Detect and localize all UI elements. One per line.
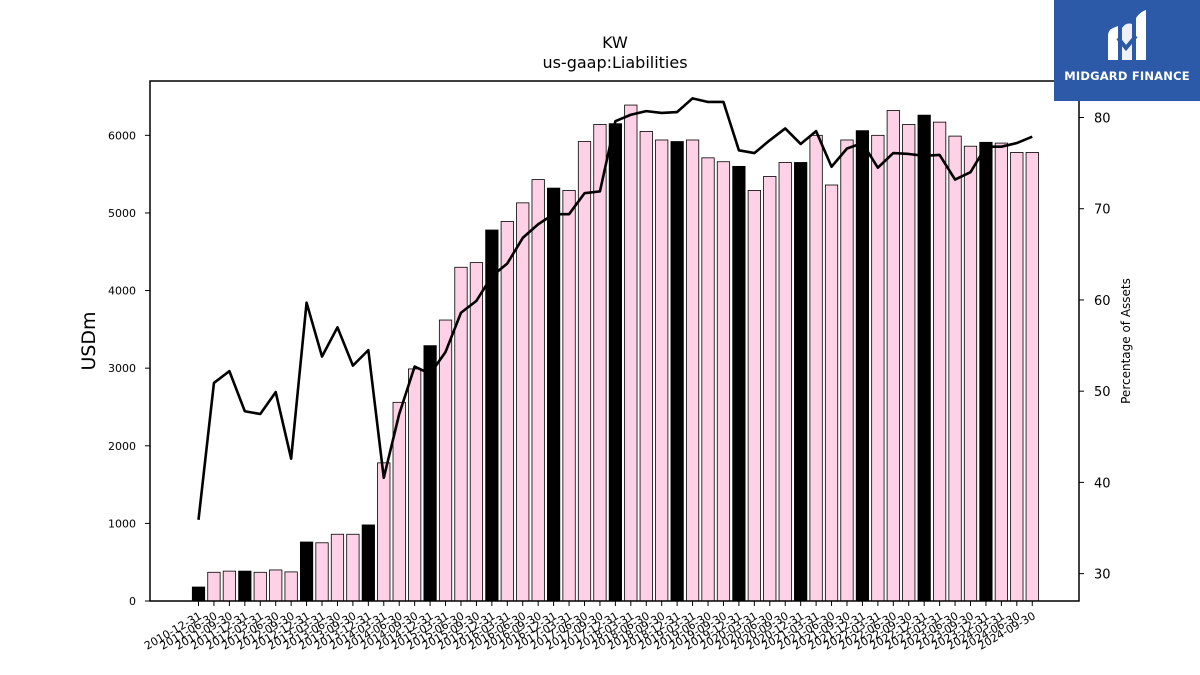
- bar: [1025, 151, 1039, 602]
- bar: [794, 162, 808, 602]
- midgard-m-logo-icon: [1108, 10, 1146, 60]
- bar: [423, 345, 437, 602]
- bar: [408, 368, 422, 602]
- bar: [577, 141, 592, 602]
- chart-subtitle: us-gaap:Liabilities: [542, 53, 687, 72]
- y-tick-label: 6000: [108, 129, 136, 142]
- y-tick-label: 3000: [108, 362, 136, 375]
- bar: [299, 541, 314, 602]
- bar: [778, 162, 792, 602]
- bar: [979, 141, 993, 602]
- chart-title: KW: [602, 33, 628, 52]
- bar: [377, 462, 391, 602]
- bar: [655, 139, 669, 602]
- bar: [1010, 151, 1024, 602]
- bar: [238, 570, 252, 602]
- y2-tick-label: 50: [1094, 385, 1111, 400]
- y-tick-label: 0: [129, 595, 136, 608]
- y2-tick-label: 40: [1094, 476, 1111, 491]
- bar: [438, 319, 453, 602]
- bar: [994, 142, 1008, 602]
- y-tick-label: 1000: [108, 517, 136, 530]
- bar: [747, 190, 761, 602]
- bar: [330, 533, 345, 602]
- y-tick-label: 4000: [108, 285, 136, 298]
- y2-tick-label: 60: [1094, 294, 1111, 309]
- y-axis-right: 30 40 50 60 70 80: [1079, 111, 1111, 583]
- bar: [562, 190, 576, 602]
- bar: [315, 542, 329, 602]
- y-axis-label: USDm: [78, 311, 100, 370]
- bar: [500, 221, 514, 602]
- bar: [701, 157, 715, 602]
- y-tick-label: 5000: [108, 207, 136, 220]
- bar: [485, 229, 499, 602]
- bar: [269, 569, 283, 602]
- y-axis-left: 0 1000 2000 3000 4000 5000 6000: [108, 129, 150, 608]
- bar: [593, 124, 607, 602]
- bar: [685, 139, 700, 602]
- x-axis: 2010-12-312011-06-302011-09-302011-12-31…: [142, 601, 1038, 653]
- bar: [871, 134, 885, 602]
- bar: [824, 184, 839, 602]
- bar: [670, 141, 684, 602]
- bar: [886, 110, 900, 602]
- percentage-line: [197, 97, 1033, 520]
- bar: [763, 176, 777, 602]
- bar: [608, 123, 622, 602]
- bar: [902, 124, 916, 602]
- bar: [207, 571, 221, 602]
- bar: [547, 187, 561, 602]
- bar: [963, 145, 978, 602]
- y2-tick-label: 80: [1094, 111, 1111, 126]
- bar: [516, 202, 530, 602]
- bar: [716, 161, 731, 602]
- bar: [809, 134, 823, 602]
- bar: [253, 571, 267, 602]
- percentage-line-series: [197, 97, 1033, 520]
- bar-series: [191, 104, 1039, 602]
- bar: [222, 570, 236, 602]
- bar: [840, 139, 854, 602]
- bar: [624, 104, 638, 602]
- bar: [639, 131, 653, 602]
- bar: [346, 533, 360, 602]
- bar: [948, 135, 962, 602]
- y2-axis-label: Percentage of Assets: [1119, 278, 1133, 404]
- bar: [284, 571, 298, 602]
- bar: [361, 524, 375, 602]
- midgard-finance-logo: MIDGARD FINANCE: [1054, 0, 1200, 101]
- y2-tick-label: 70: [1094, 203, 1111, 218]
- bar: [855, 130, 870, 602]
- bar: [933, 121, 947, 602]
- bar: [531, 179, 545, 602]
- bar: [732, 165, 746, 602]
- y2-tick-label: 30: [1094, 568, 1111, 583]
- bar: [454, 266, 468, 602]
- plot-frame: [149, 80, 1080, 602]
- bar: [469, 262, 484, 602]
- bar: [917, 114, 931, 602]
- y-tick-label: 2000: [108, 440, 136, 453]
- logo-name: MIDGARD FINANCE: [1064, 69, 1190, 83]
- bar: [191, 586, 206, 602]
